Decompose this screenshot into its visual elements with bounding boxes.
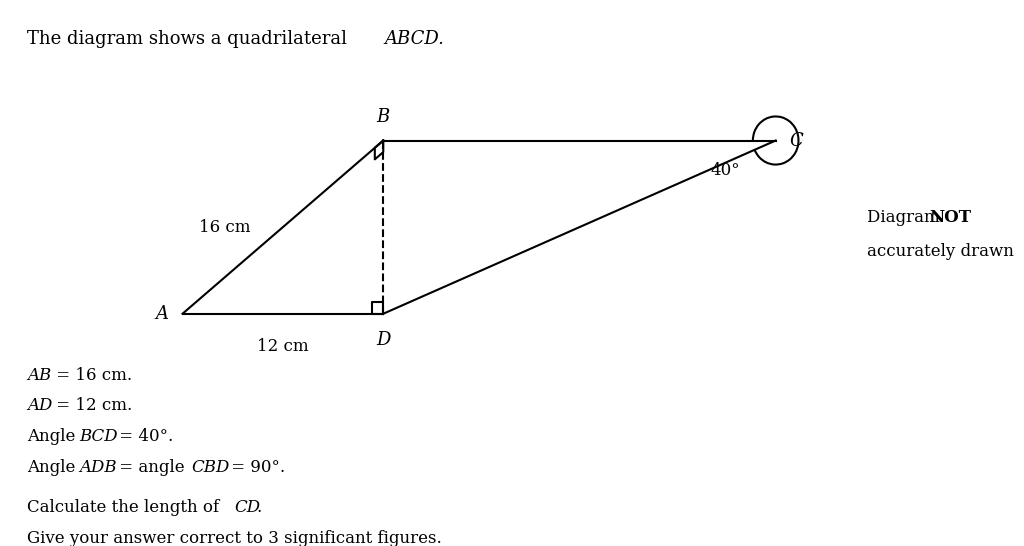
- Text: Calculate the length of: Calculate the length of: [28, 499, 224, 516]
- Text: A: A: [156, 305, 169, 323]
- Text: AD: AD: [28, 397, 53, 414]
- Text: Diagram: Diagram: [867, 209, 945, 226]
- Text: ABCD.: ABCD.: [384, 30, 444, 48]
- Text: D: D: [376, 331, 390, 349]
- Text: 16 cm: 16 cm: [200, 218, 251, 236]
- Text: CD: CD: [234, 499, 261, 516]
- Text: Angle: Angle: [28, 459, 81, 476]
- Text: NOT: NOT: [929, 209, 971, 226]
- Text: ADB: ADB: [80, 459, 117, 476]
- Text: = angle: = angle: [114, 459, 189, 476]
- Text: 40°: 40°: [711, 162, 740, 179]
- Text: .: .: [256, 499, 262, 516]
- Text: C: C: [790, 132, 803, 150]
- Text: Give your answer correct to 3 significant figures.: Give your answer correct to 3 significan…: [28, 530, 442, 546]
- Text: 12 cm: 12 cm: [257, 338, 308, 355]
- Text: = 16 cm.: = 16 cm.: [51, 367, 132, 384]
- Text: Angle: Angle: [28, 428, 81, 445]
- Text: = 40°.: = 40°.: [114, 428, 173, 445]
- Text: AB: AB: [28, 367, 51, 384]
- Text: B: B: [377, 108, 390, 126]
- Text: BCD: BCD: [80, 428, 118, 445]
- Text: The diagram shows a quadrilateral: The diagram shows a quadrilateral: [28, 30, 353, 48]
- Text: accurately drawn: accurately drawn: [867, 242, 1014, 260]
- Text: CBD: CBD: [191, 459, 230, 476]
- Text: = 12 cm.: = 12 cm.: [51, 397, 132, 414]
- Text: = 90°.: = 90°.: [226, 459, 286, 476]
